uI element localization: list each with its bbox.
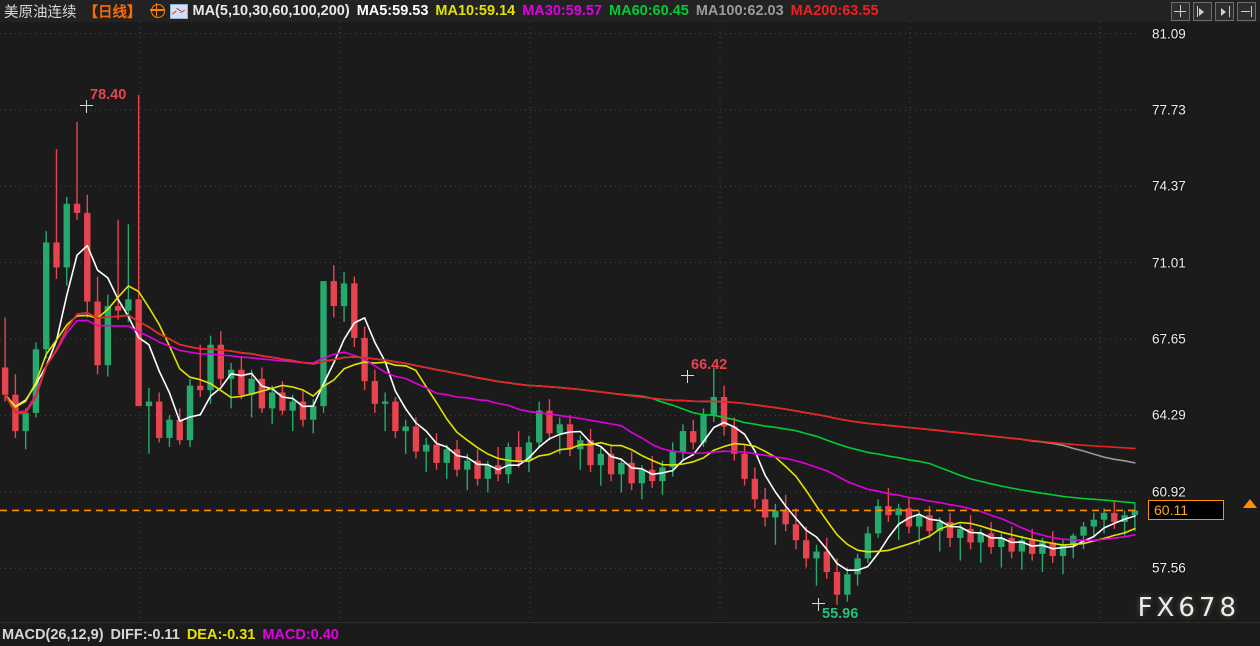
high-marker-label: 78.40 (90, 87, 127, 103)
symbol-name: 美原油连续 (4, 4, 77, 21)
low-marker-label: 55.96 (822, 606, 859, 622)
ma10-value: MA10:59.14 (435, 3, 516, 19)
macd-macd-value: MACD:0.40 (262, 627, 339, 643)
shift-right-tool-button[interactable] (1237, 2, 1256, 21)
mini-chart-icon[interactable] (169, 3, 188, 19)
price-chart-plot[interactable]: 78.40 66.42 55.96 (0, 22, 1260, 622)
chart-header: 美原油连续 【日线】 MA(5,10,30,60,100,200) MA5:59… (0, 0, 1260, 22)
ma100-value: MA100:62.03 (695, 3, 784, 19)
fx678-watermark: FX678 (1137, 593, 1240, 623)
align-right-tool-button[interactable] (1215, 2, 1234, 21)
symbol-period: 【日线】 (83, 4, 142, 21)
macd-panel: MACD(26,12,9) DIFF:-0.11 DEA:-0.31 MACD:0.4… (0, 622, 1260, 646)
crosshair-tool-button[interactable] (1171, 2, 1190, 21)
ma5-value: MA5:59.53 (356, 3, 429, 19)
ma-definition-label: MA(5,10,30,60,100,200) (192, 3, 350, 19)
chart-canvas (0, 22, 1140, 622)
ma200-value: MA200:63.55 (790, 3, 879, 19)
macd-diff-value: DIFF:-0.11 (110, 627, 180, 643)
macd-legend: MACD(26,12,9) DIFF:-0.11 DEA:-0.31 MACD:0.4… (2, 627, 339, 643)
macd-title: MACD(26,12,9) (2, 627, 104, 643)
crosshair-circle-icon[interactable] (149, 3, 165, 18)
chart-toolbar (1171, 2, 1256, 21)
ma60-value: MA60:60.45 (609, 3, 689, 19)
ma30-value: MA30:59.57 (522, 3, 603, 19)
align-left-tool-button[interactable] (1193, 2, 1212, 21)
macd-dea-value: DEA:-0.31 (186, 627, 256, 643)
swing-marker-label: 66.42 (691, 357, 728, 373)
